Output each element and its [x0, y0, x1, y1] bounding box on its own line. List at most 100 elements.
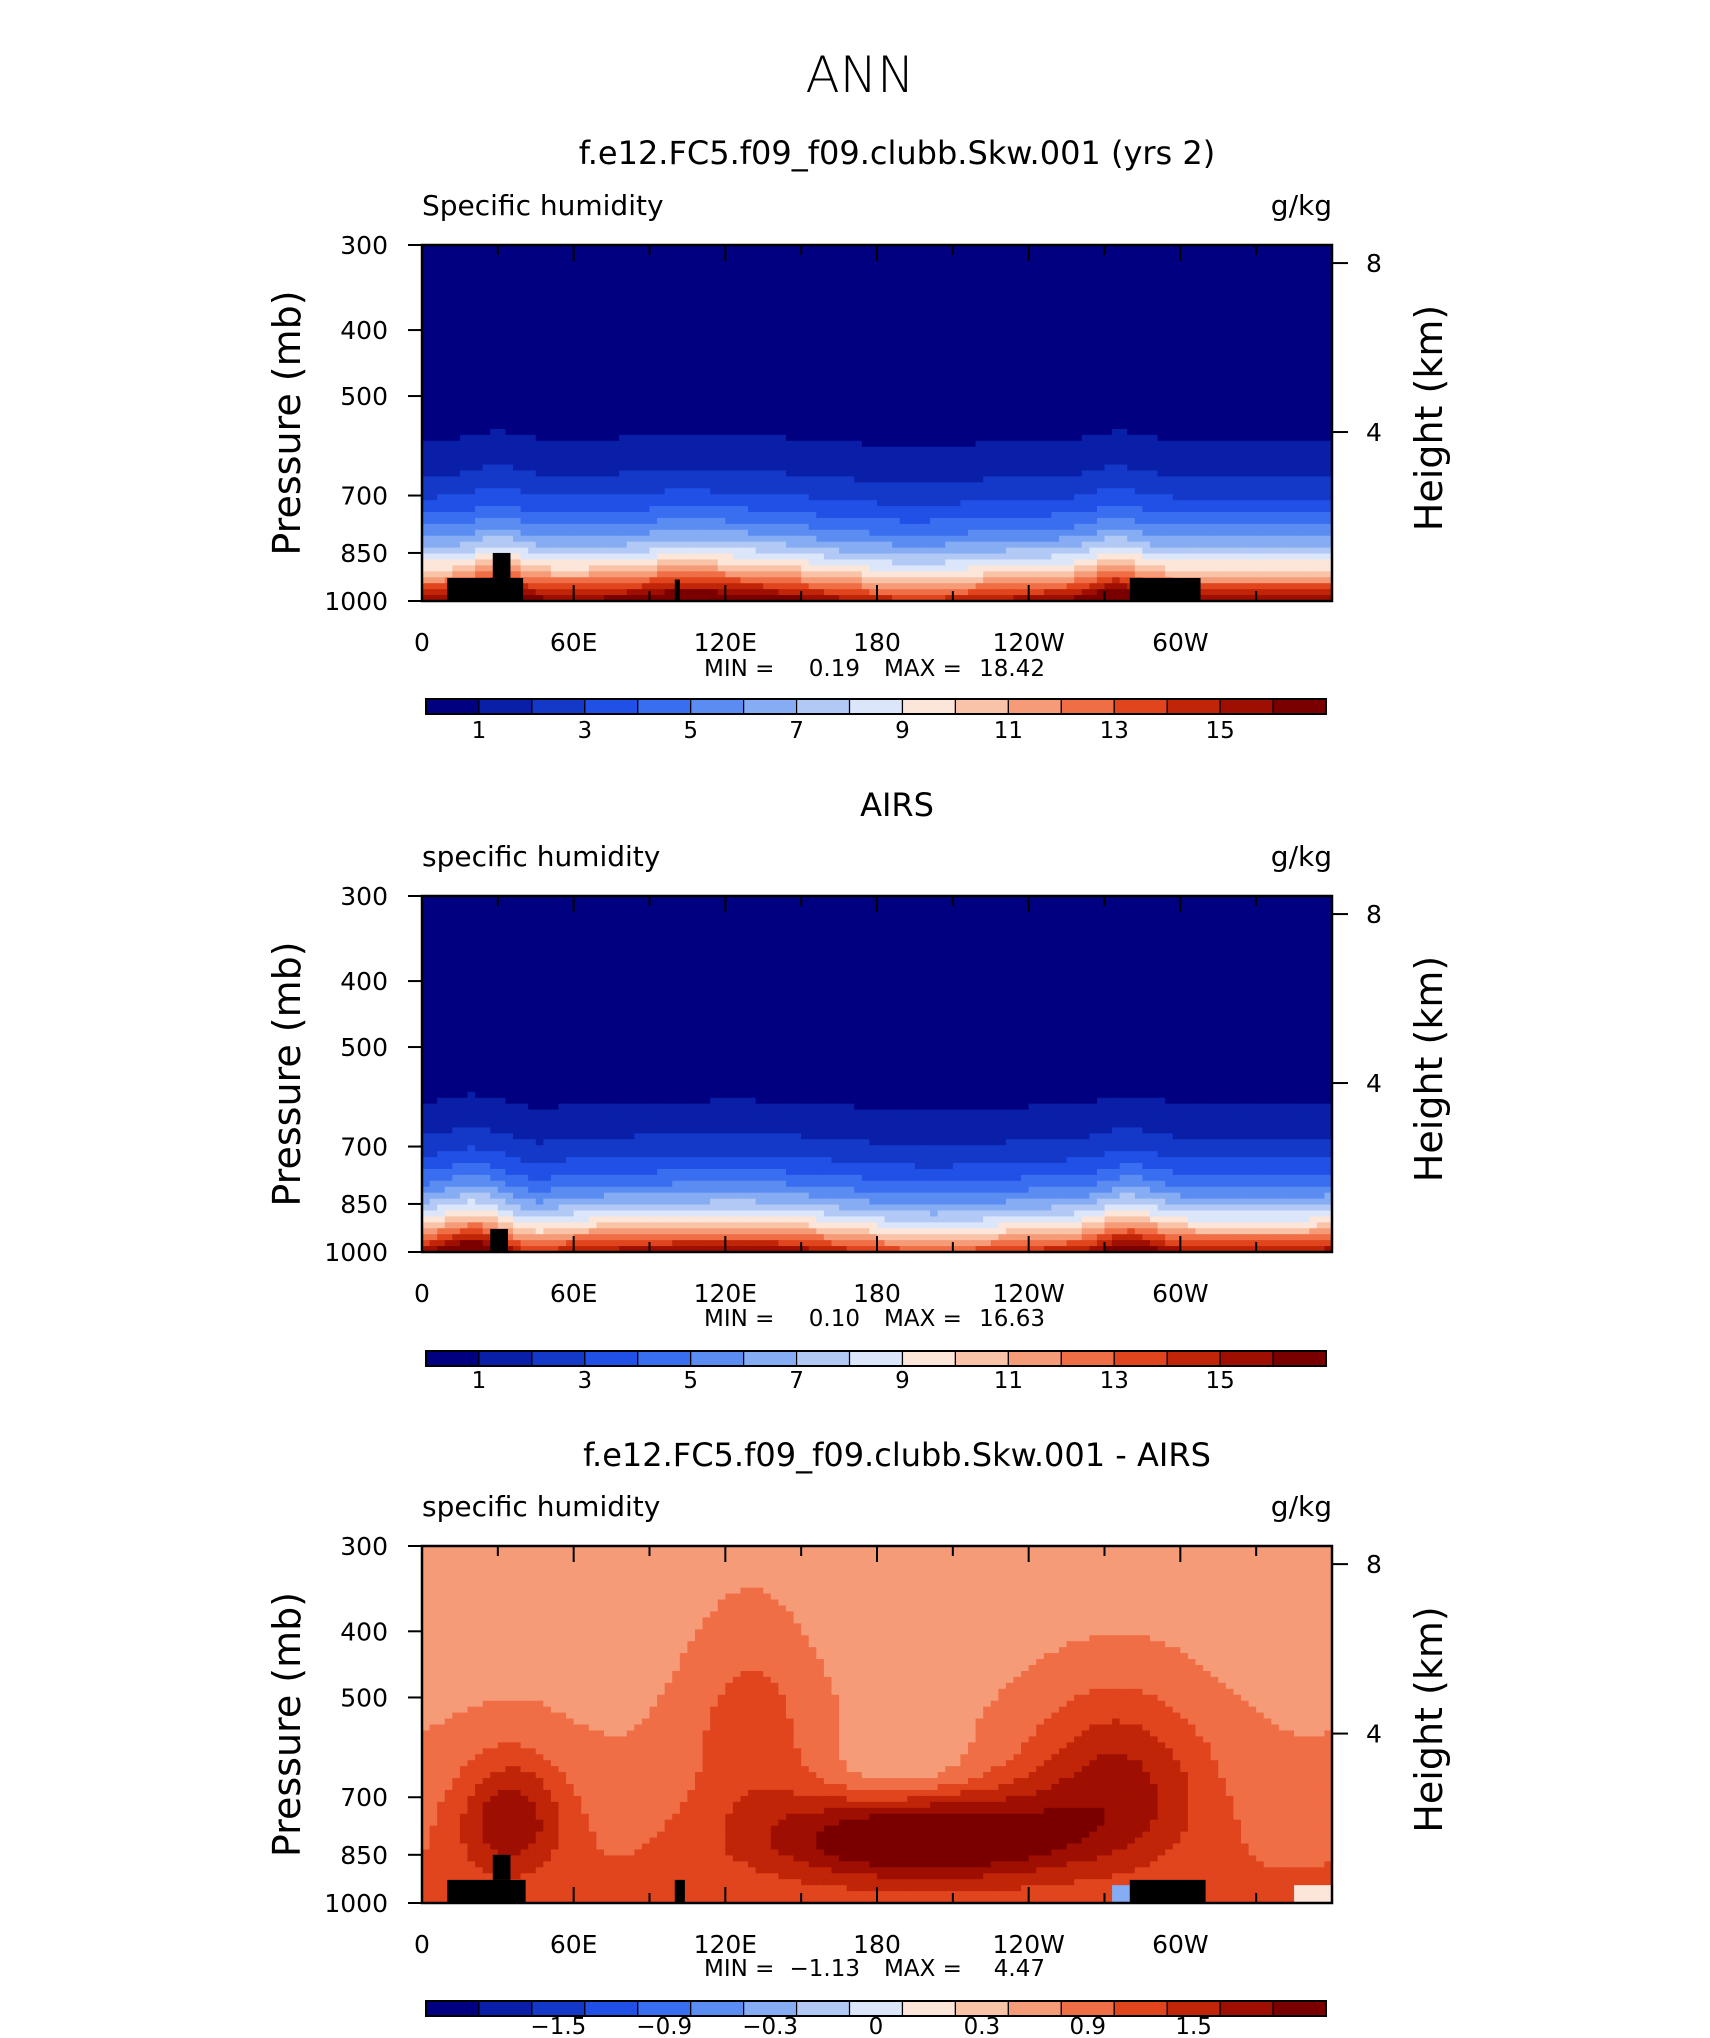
heatmap-cell [589, 257, 597, 264]
heatmap-cell [809, 346, 817, 353]
heatmap-cell [642, 530, 650, 537]
heatmap-cell [854, 346, 862, 353]
heatmap-cell [930, 494, 938, 501]
heatmap-cell [953, 364, 961, 371]
heatmap-cell [672, 340, 680, 347]
heatmap-cell [551, 251, 559, 258]
heatmap-cell [452, 292, 460, 299]
heatmap-cell [786, 298, 794, 305]
heatmap-cell [612, 269, 620, 276]
heatmap-cell [695, 476, 703, 483]
heatmap-cell [786, 304, 794, 311]
heatmap-cell [687, 571, 695, 578]
heatmap-cell [574, 554, 582, 561]
heatmap-cell [589, 251, 597, 258]
heatmap-cell [551, 358, 559, 365]
heatmap-cell [619, 417, 627, 424]
heatmap-cell [718, 482, 726, 489]
heatmap-cell [665, 542, 673, 549]
heatmap-cell [589, 322, 597, 329]
heatmap-cell [468, 328, 476, 335]
heatmap-cell [695, 387, 703, 394]
heatmap-cell [915, 399, 923, 406]
heatmap-cell [559, 559, 567, 566]
heatmap-cell [460, 281, 468, 288]
heatmap-cell [490, 459, 498, 466]
heatmap-cell [1036, 518, 1044, 525]
heatmap-cell [627, 364, 635, 371]
heatmap-cell [960, 583, 968, 590]
heatmap-cell [521, 393, 529, 400]
heatmap-cell [869, 298, 877, 305]
heatmap-cell [596, 542, 604, 549]
heatmap-cell [1036, 328, 1044, 335]
heatmap-cell [915, 542, 923, 549]
heatmap-cell [1044, 405, 1052, 412]
heatmap-cell [604, 565, 612, 572]
heatmap-cell [589, 470, 597, 477]
heatmap-cell [960, 417, 968, 424]
heatmap-cell [437, 488, 445, 495]
heatmap-cell [1029, 411, 1037, 418]
heatmap-cell [794, 310, 802, 317]
heatmap-cell [945, 263, 953, 270]
heatmap-cell [854, 393, 862, 400]
heatmap-cell [650, 447, 658, 454]
heatmap-cell [710, 381, 718, 388]
heatmap-cell [1029, 358, 1037, 365]
heatmap-cell [801, 512, 809, 519]
heatmap-cell [445, 429, 453, 436]
heatmap-cell [725, 482, 733, 489]
heatmap-cell [1036, 352, 1044, 359]
heatmap-cell [930, 453, 938, 460]
heatmap-cell [589, 506, 597, 513]
heatmap-cell [1044, 577, 1052, 584]
heatmap-cell [680, 506, 688, 513]
heatmap-cell [566, 441, 574, 448]
heatmap-cell [437, 589, 445, 596]
heatmap-cell [794, 465, 802, 472]
heatmap-cell [430, 292, 438, 299]
heatmap-cell [687, 488, 695, 495]
heatmap-cell [983, 530, 991, 537]
heatmap-cell [521, 530, 529, 537]
heatmap-cell [490, 417, 498, 424]
heatmap-cell [892, 393, 900, 400]
heatmap-cell [627, 453, 635, 460]
heatmap-cell [445, 316, 453, 323]
heatmap-cell [657, 518, 665, 525]
heatmap-cell [945, 304, 953, 311]
heatmap-cell [574, 453, 582, 460]
heatmap-cell [445, 263, 453, 270]
heatmap-cell [559, 257, 567, 264]
heatmap-cell [1029, 459, 1037, 466]
heatmap-cell [680, 376, 688, 383]
heatmap-cell [968, 263, 976, 270]
heatmap-cell [892, 500, 900, 507]
heatmap-cell [521, 417, 529, 424]
heatmap-cell [430, 571, 438, 578]
heatmap-cell [589, 518, 597, 525]
heatmap-cell [938, 269, 946, 276]
heatmap-cell [801, 500, 809, 507]
heatmap-cell [490, 316, 498, 323]
heatmap-cell [854, 465, 862, 472]
heatmap-cell [551, 470, 559, 477]
heatmap-cell [1044, 548, 1052, 555]
heatmap-cell [627, 316, 635, 323]
heatmap-cell [574, 275, 582, 282]
heatmap-cell [976, 328, 984, 335]
heatmap-cell [687, 441, 695, 448]
heatmap-cell [452, 411, 460, 418]
heatmap-cell [665, 465, 673, 472]
heatmap-cell [619, 453, 627, 460]
heatmap-cell [483, 542, 491, 549]
heatmap-cell [1021, 417, 1029, 424]
heatmap-cell [475, 257, 483, 264]
heatmap-cell [498, 512, 506, 519]
heatmap-cell [907, 488, 915, 495]
heatmap-cell [998, 381, 1006, 388]
heatmap-cell [619, 340, 627, 347]
heatmap-cell [475, 441, 483, 448]
heatmap-cell [809, 292, 817, 299]
